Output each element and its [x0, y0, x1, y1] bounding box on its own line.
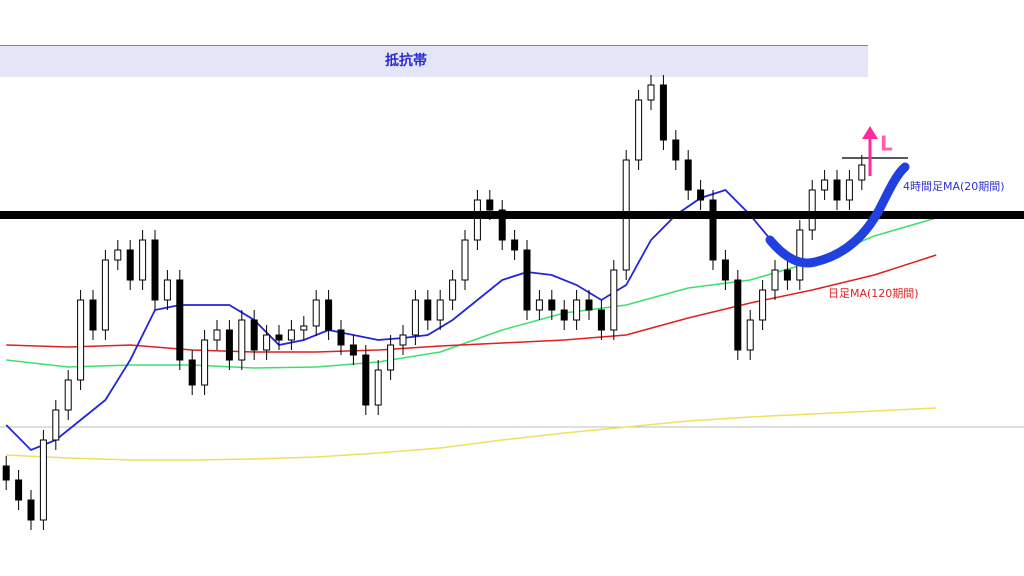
candle-body: [399, 334, 407, 346]
candle-body: [746, 319, 754, 351]
candle-body: [287, 329, 295, 341]
candle-body: [721, 259, 729, 281]
candle-body: [300, 325, 308, 331]
candle-body: [709, 199, 717, 261]
candle-body: [548, 299, 556, 311]
candle-body: [560, 309, 568, 321]
ma-line: [6, 407, 937, 461]
candle-body: [225, 329, 233, 361]
candle-body: [535, 299, 543, 311]
candle-body: [77, 299, 85, 381]
candle-body: [139, 239, 147, 281]
resistance-band: [0, 45, 868, 77]
candle-body: [126, 249, 134, 281]
candle-body: [2, 465, 10, 481]
candle-body: [15, 479, 23, 501]
candle-body: [672, 139, 680, 161]
candle-body: [387, 344, 395, 371]
candle-body: [486, 199, 494, 211]
candle-body: [39, 439, 47, 521]
ma120-label: 日足MA(120期間): [828, 287, 919, 300]
candle-body: [697, 189, 705, 201]
candle-body: [511, 239, 519, 251]
candle-body: [411, 299, 419, 336]
candle-body: [188, 359, 196, 386]
candle-body: [647, 84, 655, 101]
candle-body: [64, 379, 72, 411]
candle-body: [151, 239, 159, 301]
candle-body: [250, 319, 258, 351]
candle-body: [263, 334, 271, 351]
candle-body: [635, 99, 643, 161]
ma-line: [6, 217, 937, 369]
candle-body: [734, 279, 742, 351]
candle-body: [374, 369, 382, 406]
candle-body: [585, 299, 593, 311]
candle-body: [833, 179, 841, 201]
candle-body: [759, 289, 767, 321]
candle-body: [27, 499, 35, 521]
candle-body: [337, 329, 345, 346]
candle-body: [213, 329, 221, 341]
candle-body: [523, 249, 531, 311]
candle-body: [461, 239, 469, 281]
candle-body: [101, 259, 109, 331]
candle-body: [325, 299, 333, 331]
candle-body: [201, 339, 209, 386]
candle-body: [449, 279, 457, 301]
candle-body: [597, 309, 605, 331]
candle-body: [845, 179, 853, 201]
candle-body: [610, 269, 618, 331]
candle-body: [808, 189, 816, 231]
candle-body: [52, 409, 60, 441]
candle-body: [498, 209, 506, 241]
candle-body: [349, 344, 357, 356]
candles: [2, 75, 866, 530]
hand-drawn-curve: [765, 162, 910, 268]
band-label: 抵抗帯: [385, 52, 427, 69]
arrow-head: [862, 126, 878, 139]
candle-body: [312, 299, 320, 327]
candle-body: [771, 269, 779, 291]
candle-body: [424, 299, 432, 321]
candle-body: [275, 334, 283, 341]
candle-body: [163, 279, 171, 301]
candle-body: [659, 84, 667, 141]
candle-body: [473, 199, 481, 241]
candle-body: [362, 354, 370, 406]
candle-body: [573, 299, 581, 321]
candle-body: [238, 319, 246, 361]
candle-body: [436, 299, 444, 321]
marker-label: L: [880, 132, 893, 156]
candle-body: [684, 159, 692, 191]
candle-body: [821, 179, 829, 191]
candle-body: [89, 299, 97, 331]
ma20-label: 4時間足MA(20期間): [903, 180, 1005, 193]
candle-body: [858, 164, 866, 181]
candle-body: [114, 249, 122, 261]
candle-body: [796, 229, 804, 281]
candle-body: [783, 269, 791, 281]
ma-line: [6, 254, 937, 353]
candle-body: [176, 279, 184, 361]
